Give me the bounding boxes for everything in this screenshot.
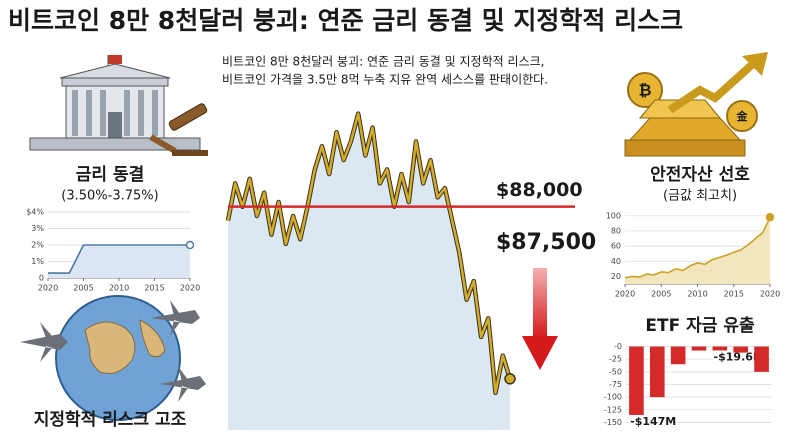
- line: [48, 244, 190, 274]
- x-tick-label: 2005: [651, 290, 671, 299]
- safe-asset-icon: ₿ 金: [624, 52, 768, 157]
- bar: [629, 346, 644, 421]
- x-tick-label: 2015: [724, 290, 744, 299]
- value-label: -$147M: [630, 415, 676, 428]
- x-tick-label: 2020: [760, 290, 780, 299]
- page-title: 비트코인 8만 8천달러 붕괴: 연준 금리 동결 및 지정학적 리스크: [8, 6, 683, 35]
- panel-title: ETF 자금 유출: [645, 316, 755, 336]
- x-tick-label: 2005: [73, 284, 93, 293]
- y-tick-label: -0: [614, 342, 622, 351]
- y-tick-label: 100: [606, 211, 621, 220]
- value-label: -$19.6M: [714, 350, 764, 363]
- area: [625, 217, 770, 284]
- area: [48, 245, 190, 278]
- value-label-bg: [712, 350, 759, 365]
- end-marker: [765, 213, 775, 222]
- panel-subtitle: (금값 최고치): [663, 189, 737, 204]
- value-label-bg: [629, 414, 676, 429]
- y-tick-label: 80: [611, 226, 621, 235]
- y-tick-label: -100: [604, 393, 622, 402]
- y-tick-label: -50: [609, 367, 622, 376]
- end-marker: [504, 373, 516, 385]
- y-tick-label: $4%: [26, 208, 44, 217]
- y-tick-label: 2%: [31, 241, 44, 250]
- y-tick-label: 60: [611, 242, 621, 251]
- subtitle-line: 비트코인 가격을 3.5만 8먹 누축 지유 완역 세스스를 판태이한다.: [222, 73, 548, 87]
- y-tick-label: 1%: [31, 257, 44, 266]
- area: [228, 113, 510, 430]
- y-tick-label: 0: [39, 274, 44, 283]
- panel-title: 금리 동결: [76, 165, 144, 185]
- y-tick-label: -125: [604, 405, 622, 414]
- fed-building-icon: [29, 55, 208, 156]
- bar: [754, 346, 769, 372]
- panel-label: 지정학적 리스크 고조: [34, 410, 187, 430]
- x-tick-label: 2010: [109, 284, 129, 293]
- reference-label: $88,000: [496, 179, 583, 201]
- bar: [691, 346, 707, 351]
- end-marker: [185, 240, 195, 250]
- y-tick-label: 40: [611, 257, 621, 266]
- globe-icon: [20, 295, 206, 421]
- bar: [733, 346, 749, 353]
- panel-subtitle: (3.50%-3.75%): [61, 189, 158, 204]
- bar: [649, 346, 665, 398]
- y-tick-label: -25: [609, 355, 622, 364]
- x-tick-label: 2010: [687, 290, 707, 299]
- x-tick-label: 2020: [615, 290, 635, 299]
- y-tick-label: 3%: [31, 224, 44, 233]
- price-annotation: $87,500: [496, 230, 596, 255]
- y-tick-label: -150: [604, 418, 622, 427]
- bar: [670, 346, 686, 365]
- y-tick-label: 20: [611, 272, 621, 281]
- line: [624, 216, 771, 279]
- subtitle-line: 비트코인 8만 8천달러 붕괴: 연준 금리 동결 및 지정학적 리스크,: [222, 54, 544, 69]
- line: [226, 112, 512, 395]
- down-arrow: [522, 268, 558, 370]
- y-tick-label: -75: [609, 380, 622, 389]
- svg-text:金: 金: [736, 109, 749, 123]
- x-tick-label: 2020: [180, 284, 200, 293]
- x-tick-label: 2020: [38, 284, 58, 293]
- panel-title: 안전자산 선호: [650, 165, 750, 185]
- svg-text:₿: ₿: [638, 81, 651, 100]
- x-tick-label: 2015: [144, 284, 164, 293]
